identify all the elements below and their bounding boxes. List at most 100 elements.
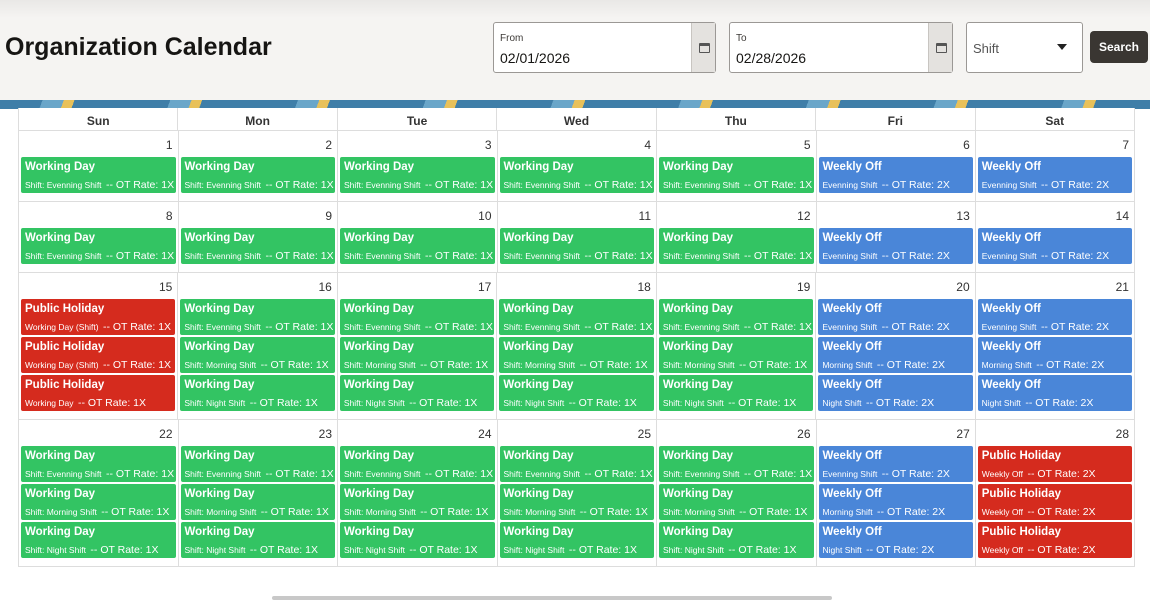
event[interactable]: Working Day Shift: Evenning Shift -- OT R… [499,446,654,482]
event[interactable]: Weekly Off Night Shift -- OT Rate: 2X [977,375,1132,411]
shift-select[interactable]: Shift [966,22,1083,73]
day-cell[interactable]: 15 Public Holiday Working Day (Shift) -- O… [19,273,179,420]
day-cell[interactable]: 16 Working Day Shift: Evenning Shift -- OT… [178,273,338,420]
event-ot-rate: -- OT Rate: 2X [1041,250,1110,262]
day-cell[interactable]: 18 Working Day Shift: Evenning Shift -- OT… [497,273,657,420]
event[interactable]: Working Day Shift: Evenning Shift -- OT R… [340,157,495,193]
event[interactable]: Working Day Shift: Evenning Shift -- OT R… [339,299,495,335]
event-shift: Morning Shift [822,360,873,370]
day-cell[interactable]: 6 Weekly Off Evenning Shift -- OT Rate: 2X [816,131,976,202]
day-cell[interactable]: 28 Public Holiday Weekly Off -- OT Rate: 2… [975,420,1135,567]
event[interactable]: Working Day Shift: Morning Shift -- OT Ra… [340,484,495,520]
day-cell[interactable]: 21 Weekly Off Evenning Shift -- OT Rate: 2… [975,273,1135,420]
event[interactable]: Weekly Off Evenning Shift -- OT Rate: 2X [818,299,973,335]
event[interactable]: Working Day Shift: Evenning Shift -- OT R… [21,157,176,193]
day-cell[interactable]: 5 Working Day Shift: Evenning Shift -- OT … [657,131,817,202]
event[interactable]: Working Day Shift: Morning Shift -- OT Ra… [180,484,335,520]
day-cell[interactable]: 13 Weekly Off Evenning Shift -- OT Rate: 2… [816,202,976,273]
event-ot-rate: -- OT Rate: 1X [425,468,494,480]
event[interactable]: Working Day Shift: Morning Shift -- OT Ra… [21,484,176,520]
event[interactable]: Weekly Off Morning Shift -- OT Rate: 2X [818,337,973,373]
event[interactable]: Working Day Shift: Night Shift -- OT Rate… [180,522,335,558]
event[interactable]: Working Day Shift: Evenning Shift -- OT R… [21,228,176,264]
day-cell[interactable]: 26 Working Day Shift: Evenning Shift -- OT… [657,420,817,567]
day-cell[interactable]: 8 Working Day Shift: Evenning Shift -- OT … [19,202,179,273]
event[interactable]: Working Day Shift: Evenning Shift -- OT R… [658,299,814,335]
event[interactable]: Weekly Off Evenning Shift -- OT Rate: 2X [977,228,1132,264]
day-cell[interactable]: 10 Working Day Shift: Evenning Shift -- OT… [338,202,498,273]
event-title: Working Day [503,303,574,315]
event[interactable]: Working Day Shift: Evenning Shift -- OT R… [180,228,335,264]
event[interactable]: Working Day Shift: Night Shift -- OT Rate… [180,375,335,411]
event[interactable]: Working Day Shift: Morning Shift -- OT Ra… [339,337,495,373]
day-number: 23 [318,427,332,441]
event[interactable]: Working Day Shift: Evenning Shift -- OT R… [340,446,495,482]
day-cell[interactable]: 20 Weekly Off Evenning Shift -- OT Rate: 2… [816,273,976,420]
event[interactable]: Working Day Shift: Evenning Shift -- OT R… [659,157,814,193]
to-date-input[interactable]: To 02/28/2026 [729,22,953,73]
event[interactable]: Working Day Shift: Morning Shift -- OT Ra… [658,337,814,373]
day-cell[interactable]: 14 Weekly Off Evenning Shift -- OT Rate: 2… [975,202,1135,273]
event[interactable]: Weekly Off Morning Shift -- OT Rate: 2X [818,484,973,520]
search-button[interactable]: Search [1090,31,1148,63]
event[interactable]: Public Holiday Working Day -- OT Rate: 1X [21,375,176,411]
event[interactable]: Working Day Shift: Evenning Shift -- OT R… [499,299,654,335]
event[interactable]: Weekly Off Evenning Shift -- OT Rate: 2X [977,299,1132,335]
event[interactable]: Working Day Shift: Morning Shift -- OT Ra… [180,337,335,373]
event[interactable]: Working Day Shift: Evenning Shift -- OT R… [659,446,814,482]
event[interactable]: Weekly Off Evenning Shift -- OT Rate: 2X [818,228,973,264]
event[interactable]: Working Day Shift: Night Shift -- OT Rate… [499,522,654,558]
event[interactable]: Working Day Shift: Evenning Shift -- OT R… [180,299,335,335]
calendar-icon[interactable] [928,23,952,72]
event[interactable]: Public Holiday Weekly Off -- OT Rate: 2X [977,484,1132,520]
day-cell[interactable]: 2 Working Day Shift: Evenning Shift -- OT … [178,131,338,202]
event-shift: Morning Shift [822,507,873,517]
calendar-icon[interactable] [691,23,715,72]
day-cell[interactable]: 25 Working Day Shift: Evenning Shift -- OT… [497,420,657,567]
event[interactable]: Working Day Shift: Night Shift -- OT Rate… [340,522,495,558]
event[interactable]: Working Day Shift: Evenning Shift -- OT R… [499,157,654,193]
event[interactable]: Working Day Shift: Night Shift -- OT Rate… [339,375,495,411]
day-cell[interactable]: 27 Weekly Off Evenning Shift -- OT Rate: 2… [816,420,976,567]
event[interactable]: Working Day Shift: Night Shift -- OT Rate… [659,522,814,558]
day-cell[interactable]: 3 Working Day Shift: Evenning Shift -- OT … [338,131,498,202]
event[interactable]: Working Day Shift: Night Shift -- OT Rate… [658,375,814,411]
day-cell[interactable]: 7 Weekly Off Evenning Shift -- OT Rate: 2X [975,131,1135,202]
day-cell[interactable]: 4 Working Day Shift: Evenning Shift -- OT … [497,131,657,202]
day-cell[interactable]: 24 Working Day Shift: Evenning Shift -- OT… [338,420,498,567]
event[interactable]: Public Holiday Working Day (Shift) -- OT … [21,299,176,335]
day-cell[interactable]: 19 Working Day Shift: Evenning Shift -- OT… [656,273,817,420]
event[interactable]: Weekly Off Evenning Shift -- OT Rate: 2X [818,157,973,193]
event[interactable]: Working Day Shift: Night Shift -- OT Rate… [499,375,654,411]
day-cell[interactable]: 22 Working Day Shift: Evenning Shift -- OT… [19,420,179,567]
event[interactable]: Working Day Shift: Evenning Shift -- OT R… [180,446,335,482]
event[interactable]: Working Day Shift: Morning Shift -- OT Ra… [499,337,654,373]
from-date-input[interactable]: From 02/01/2026 [493,22,716,73]
day-cell[interactable]: 9 Working Day Shift: Evenning Shift -- OT … [178,202,338,273]
event[interactable]: Public Holiday Weekly Off -- OT Rate: 2X [977,522,1132,558]
event[interactable]: Working Day Shift: Evenning Shift -- OT R… [499,228,654,264]
event[interactable]: Weekly Off Night Shift -- OT Rate: 2X [818,375,973,411]
event[interactable]: Weekly Off Evenning Shift -- OT Rate: 2X [977,157,1132,193]
event[interactable]: Weekly Off Morning Shift -- OT Rate: 2X [977,337,1132,373]
day-cell[interactable]: 23 Working Day Shift: Evenning Shift -- OT… [178,420,338,567]
event[interactable]: Weekly Off Evenning Shift -- OT Rate: 2X [818,446,973,482]
event[interactable]: Weekly Off Night Shift -- OT Rate: 2X [818,522,973,558]
day-cell[interactable]: 12 Working Day Shift: Evenning Shift -- OT… [657,202,817,273]
event[interactable]: Working Day Shift: Night Shift -- OT Rate… [21,522,176,558]
event[interactable]: Working Day Shift: Morning Shift -- OT Ra… [659,484,814,520]
day-number: 18 [637,280,651,294]
day-cell[interactable]: 11 Working Day Shift: Evenning Shift -- OT… [497,202,657,273]
day-cell[interactable]: 17 Working Day Shift: Evenning Shift -- OT… [337,273,498,420]
event[interactable]: Working Day Shift: Evenning Shift -- OT R… [21,446,176,482]
event[interactable]: Working Day Shift: Morning Shift -- OT Ra… [499,484,654,520]
event-ot-rate: -- OT Rate: 2X [1027,506,1096,518]
event[interactable]: Working Day Shift: Evenning Shift -- OT R… [659,228,814,264]
event[interactable]: Public Holiday Weekly Off -- OT Rate: 2X [977,446,1132,482]
scrollbar[interactable] [272,596,832,600]
event[interactable]: Public Holiday Working Day (Shift) -- OT … [21,337,176,373]
event[interactable]: Working Day Shift: Evenning Shift -- OT R… [180,157,335,193]
event-shift: Evenning Shift [822,180,878,190]
event[interactable]: Working Day Shift: Evenning Shift -- OT R… [340,228,495,264]
day-cell[interactable]: 1 Working Day Shift: Evenning Shift -- OT … [19,131,179,202]
